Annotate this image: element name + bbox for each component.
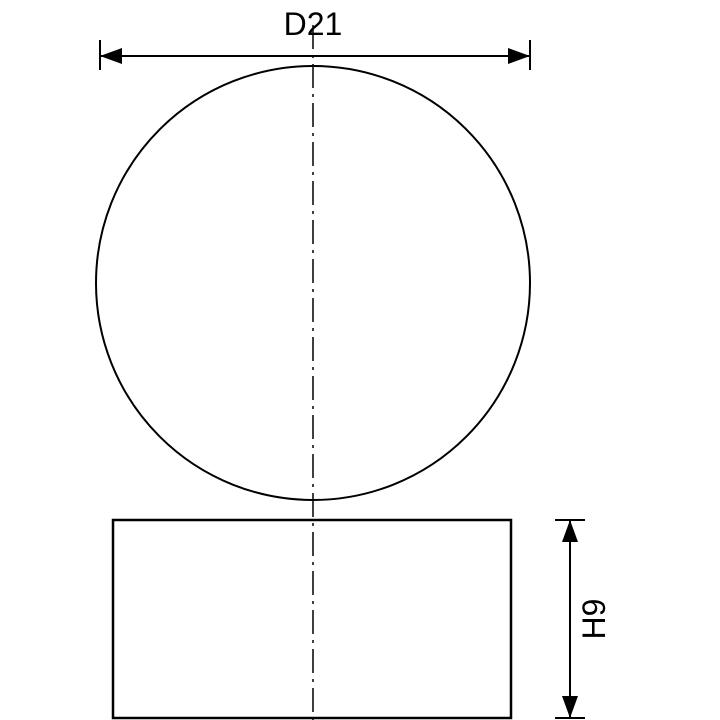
dimension-height: H9 xyxy=(555,520,612,718)
dimension-diameter: D21 xyxy=(100,6,530,70)
side-view-rect xyxy=(113,520,511,718)
dimension-diameter-label: D21 xyxy=(284,6,343,42)
dimension-height-label: H9 xyxy=(576,599,612,640)
